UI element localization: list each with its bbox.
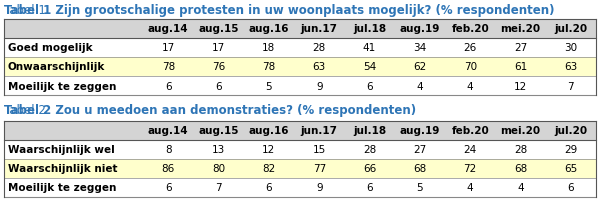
Text: aug.19: aug.19 bbox=[400, 126, 440, 136]
Text: Moeilijk te zeggen: Moeilijk te zeggen bbox=[8, 81, 116, 91]
Text: 77: 77 bbox=[313, 164, 326, 174]
Text: 70: 70 bbox=[464, 62, 477, 72]
Text: jun.17: jun.17 bbox=[301, 24, 338, 34]
Bar bbox=[4, 159, 596, 178]
Text: 8: 8 bbox=[165, 145, 172, 155]
Text: 29: 29 bbox=[564, 145, 577, 155]
Text: 4: 4 bbox=[467, 183, 473, 193]
Text: 72: 72 bbox=[464, 164, 477, 174]
Text: 6: 6 bbox=[366, 183, 373, 193]
Text: aug.19: aug.19 bbox=[400, 24, 440, 34]
Text: jul.18: jul.18 bbox=[353, 24, 386, 34]
Text: 28: 28 bbox=[514, 145, 527, 155]
Text: 27: 27 bbox=[413, 145, 427, 155]
Text: 82: 82 bbox=[262, 164, 275, 174]
Text: 78: 78 bbox=[161, 62, 175, 72]
Text: Tabel 1 Zijn grootschalige protesten in uw woonplaats mogelijk? (% respondenten): Tabel 1 Zijn grootschalige protesten in … bbox=[4, 4, 554, 17]
Text: 6: 6 bbox=[215, 81, 222, 91]
Text: 4: 4 bbox=[467, 81, 473, 91]
Bar bbox=[4, 39, 596, 58]
Text: 6: 6 bbox=[266, 183, 272, 193]
Text: 63: 63 bbox=[313, 62, 326, 72]
Text: mei.20: mei.20 bbox=[500, 24, 541, 34]
Text: 5: 5 bbox=[416, 183, 423, 193]
Text: 9: 9 bbox=[316, 81, 323, 91]
Text: 18: 18 bbox=[262, 43, 275, 53]
Text: Tabel 1 Zijn grootschalige protesten in uw woonplaats mogelijk? (% respondenten): Tabel 1 Zijn grootschalige protesten in … bbox=[4, 4, 554, 17]
Text: 68: 68 bbox=[514, 164, 527, 174]
Text: 15: 15 bbox=[313, 145, 326, 155]
Text: 24: 24 bbox=[464, 145, 477, 155]
Text: Tabel 1: Tabel 1 bbox=[4, 4, 50, 17]
Text: jul.20: jul.20 bbox=[554, 126, 587, 136]
Text: 4: 4 bbox=[416, 81, 423, 91]
Text: Goed mogelijk: Goed mogelijk bbox=[8, 43, 92, 53]
Text: Tabel 2 Zou u meedoen aan demonstraties? (% respondenten): Tabel 2 Zou u meedoen aan demonstraties?… bbox=[4, 103, 416, 116]
Text: aug.15: aug.15 bbox=[199, 24, 239, 34]
Bar bbox=[4, 121, 596, 140]
Text: 12: 12 bbox=[514, 81, 527, 91]
Text: Tabel 2 Zou u meedoen aan demonstraties? (% respondenten): Tabel 2 Zou u meedoen aan demonstraties?… bbox=[4, 103, 416, 116]
Text: Onwaarschijnlijk: Onwaarschijnlijk bbox=[8, 62, 106, 72]
Text: 26: 26 bbox=[464, 43, 477, 53]
Text: 6: 6 bbox=[568, 183, 574, 193]
Text: jun.17: jun.17 bbox=[301, 126, 338, 136]
Text: 78: 78 bbox=[262, 62, 275, 72]
Text: 76: 76 bbox=[212, 62, 225, 72]
Text: jul.18: jul.18 bbox=[353, 126, 386, 136]
Text: 13: 13 bbox=[212, 145, 225, 155]
Text: 4: 4 bbox=[517, 183, 524, 193]
Text: 7: 7 bbox=[215, 183, 222, 193]
Text: Waarschijnlijk niet: Waarschijnlijk niet bbox=[8, 164, 118, 174]
Text: 17: 17 bbox=[212, 43, 225, 53]
Bar bbox=[4, 140, 596, 159]
Text: aug.14: aug.14 bbox=[148, 126, 188, 136]
Text: Tabel 2: Tabel 2 bbox=[4, 103, 50, 116]
Text: feb.20: feb.20 bbox=[451, 126, 489, 136]
Text: 80: 80 bbox=[212, 164, 225, 174]
Text: Moeilijk te zeggen: Moeilijk te zeggen bbox=[8, 183, 116, 193]
Text: 9: 9 bbox=[316, 183, 323, 193]
Text: 34: 34 bbox=[413, 43, 427, 53]
Text: 6: 6 bbox=[366, 81, 373, 91]
Text: 61: 61 bbox=[514, 62, 527, 72]
Text: 68: 68 bbox=[413, 164, 427, 174]
Text: aug.15: aug.15 bbox=[199, 126, 239, 136]
Bar bbox=[4, 77, 596, 96]
Bar bbox=[4, 58, 596, 77]
Text: 12: 12 bbox=[262, 145, 275, 155]
Text: 6: 6 bbox=[165, 183, 172, 193]
Text: 7: 7 bbox=[568, 81, 574, 91]
Text: 41: 41 bbox=[363, 43, 376, 53]
Text: mei.20: mei.20 bbox=[500, 126, 541, 136]
Text: 54: 54 bbox=[363, 62, 376, 72]
Text: aug.16: aug.16 bbox=[248, 126, 289, 136]
Text: 30: 30 bbox=[564, 43, 577, 53]
Text: 17: 17 bbox=[161, 43, 175, 53]
Text: 65: 65 bbox=[564, 164, 577, 174]
Text: 6: 6 bbox=[165, 81, 172, 91]
Text: 62: 62 bbox=[413, 62, 427, 72]
Bar bbox=[4, 20, 596, 39]
Text: 5: 5 bbox=[266, 81, 272, 91]
Text: 27: 27 bbox=[514, 43, 527, 53]
Text: Waarschijnlijk wel: Waarschijnlijk wel bbox=[8, 145, 115, 155]
Text: 66: 66 bbox=[363, 164, 376, 174]
Text: feb.20: feb.20 bbox=[451, 24, 489, 34]
Bar bbox=[4, 178, 596, 197]
Text: jul.20: jul.20 bbox=[554, 24, 587, 34]
Text: aug.14: aug.14 bbox=[148, 24, 188, 34]
Text: 28: 28 bbox=[363, 145, 376, 155]
Text: aug.16: aug.16 bbox=[248, 24, 289, 34]
Text: 63: 63 bbox=[564, 62, 577, 72]
Text: 86: 86 bbox=[161, 164, 175, 174]
Text: 28: 28 bbox=[313, 43, 326, 53]
